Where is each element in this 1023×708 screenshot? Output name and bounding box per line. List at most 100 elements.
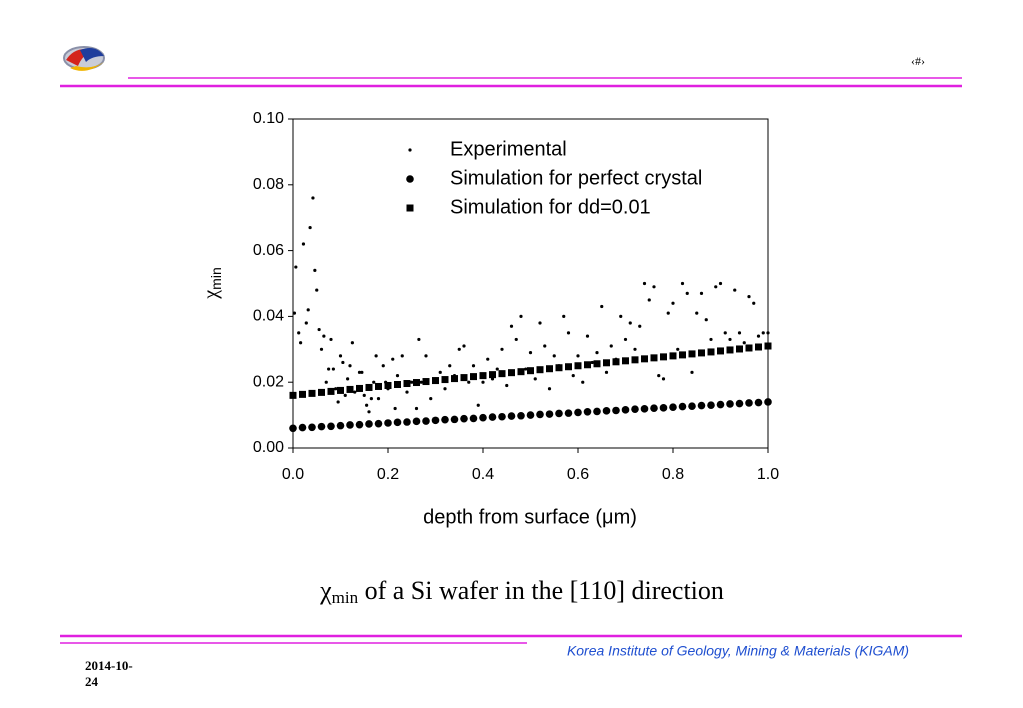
dot-marker (353, 390, 357, 394)
dot-marker (476, 403, 480, 407)
dot-marker (381, 364, 385, 368)
dot-marker (374, 354, 378, 358)
dot-marker (315, 288, 319, 292)
square-marker (698, 349, 705, 357)
dot-marker (341, 360, 345, 365)
dot-marker (448, 364, 452, 368)
dot-marker (405, 390, 409, 394)
dot-marker (308, 225, 312, 230)
dot-marker (481, 380, 485, 384)
dot-marker (443, 387, 447, 391)
page-number: ‹#› (911, 54, 925, 68)
x-tick-label: 0.2 (377, 466, 399, 483)
square-marker (603, 359, 610, 367)
dot-marker (619, 314, 623, 318)
dot-marker (671, 301, 675, 305)
square-marker (622, 357, 629, 365)
circle-marker (431, 416, 440, 425)
dot-marker (395, 374, 400, 378)
square-marker (403, 380, 411, 388)
dot-marker (301, 242, 306, 246)
dot-marker (410, 380, 414, 384)
dot-marker (471, 364, 476, 368)
dot-marker (528, 350, 533, 355)
dot-marker (533, 377, 537, 381)
x-tick-label: 1.0 (757, 466, 779, 483)
dot-marker (495, 367, 499, 371)
circle-marker (745, 399, 753, 407)
square-marker (764, 342, 772, 350)
dot-marker (324, 380, 328, 384)
circle-marker (726, 400, 734, 408)
circle-marker (346, 421, 354, 429)
y-tick-label: 0.04 (253, 308, 284, 325)
circle-marker (374, 419, 383, 428)
caption-text: of a Si wafer in the [110] direction (358, 576, 724, 605)
dot-marker (699, 291, 704, 295)
caption-subscript: min (332, 588, 359, 607)
dot-marker (666, 311, 670, 315)
square-marker (318, 388, 325, 396)
square-marker (717, 347, 724, 355)
circle-marker (640, 405, 649, 413)
square-marker (726, 346, 734, 354)
circle-marker (659, 404, 668, 412)
x-tick-label: 0.0 (282, 466, 304, 483)
caption: χmin of a Si wafer in the [110] directio… (319, 576, 724, 607)
dot-marker (350, 341, 354, 345)
circle-marker (308, 423, 316, 432)
x-tick-label: 0.4 (472, 466, 494, 483)
circle-marker (697, 401, 706, 410)
dot-marker (543, 344, 547, 348)
dot-marker (299, 341, 303, 345)
y-label-subscript: min (208, 267, 224, 290)
dot-marker (609, 344, 613, 348)
dot-marker (585, 334, 590, 338)
dot-marker (718, 281, 723, 286)
dot-marker (467, 380, 471, 384)
dot-marker (638, 324, 642, 328)
dot-marker (590, 360, 594, 365)
square-marker (688, 350, 696, 358)
dot-marker (737, 331, 742, 335)
square-marker (536, 366, 544, 374)
circle-marker (450, 415, 459, 424)
dot-marker (728, 337, 732, 342)
circle-marker (754, 398, 763, 407)
dot-marker (391, 357, 395, 361)
dot-marker (571, 374, 575, 378)
square-marker (679, 351, 686, 359)
square-marker (413, 379, 420, 387)
dot-marker (500, 347, 504, 351)
square-marker (384, 381, 392, 389)
square-marker (375, 382, 382, 390)
square-marker (755, 343, 762, 351)
dot-marker (327, 367, 331, 371)
caption-symbol: χ (319, 576, 332, 605)
circle-marker (564, 409, 573, 417)
square-marker (289, 391, 297, 399)
legend-label: Experimental (450, 138, 567, 160)
square-marker (584, 361, 591, 369)
circle-marker (621, 406, 630, 414)
circle-marker (460, 414, 468, 423)
dot-marker (595, 350, 599, 355)
dot-marker (346, 377, 350, 381)
y-tick-label: 0.02 (253, 373, 284, 390)
dot-marker (576, 354, 580, 358)
circle-marker (517, 411, 525, 420)
square-marker (394, 381, 401, 389)
circle-marker (507, 412, 516, 420)
dot-marker (297, 331, 301, 335)
dot-marker (514, 337, 518, 342)
dot-marker (372, 380, 376, 384)
circle-marker (441, 415, 449, 424)
circle-marker (631, 405, 639, 413)
x-tick-label: 0.6 (567, 466, 589, 483)
dot-marker (317, 327, 321, 332)
square-marker (470, 373, 477, 381)
dot-marker (766, 331, 770, 335)
square-marker (745, 344, 753, 352)
dot-marker (600, 304, 604, 309)
